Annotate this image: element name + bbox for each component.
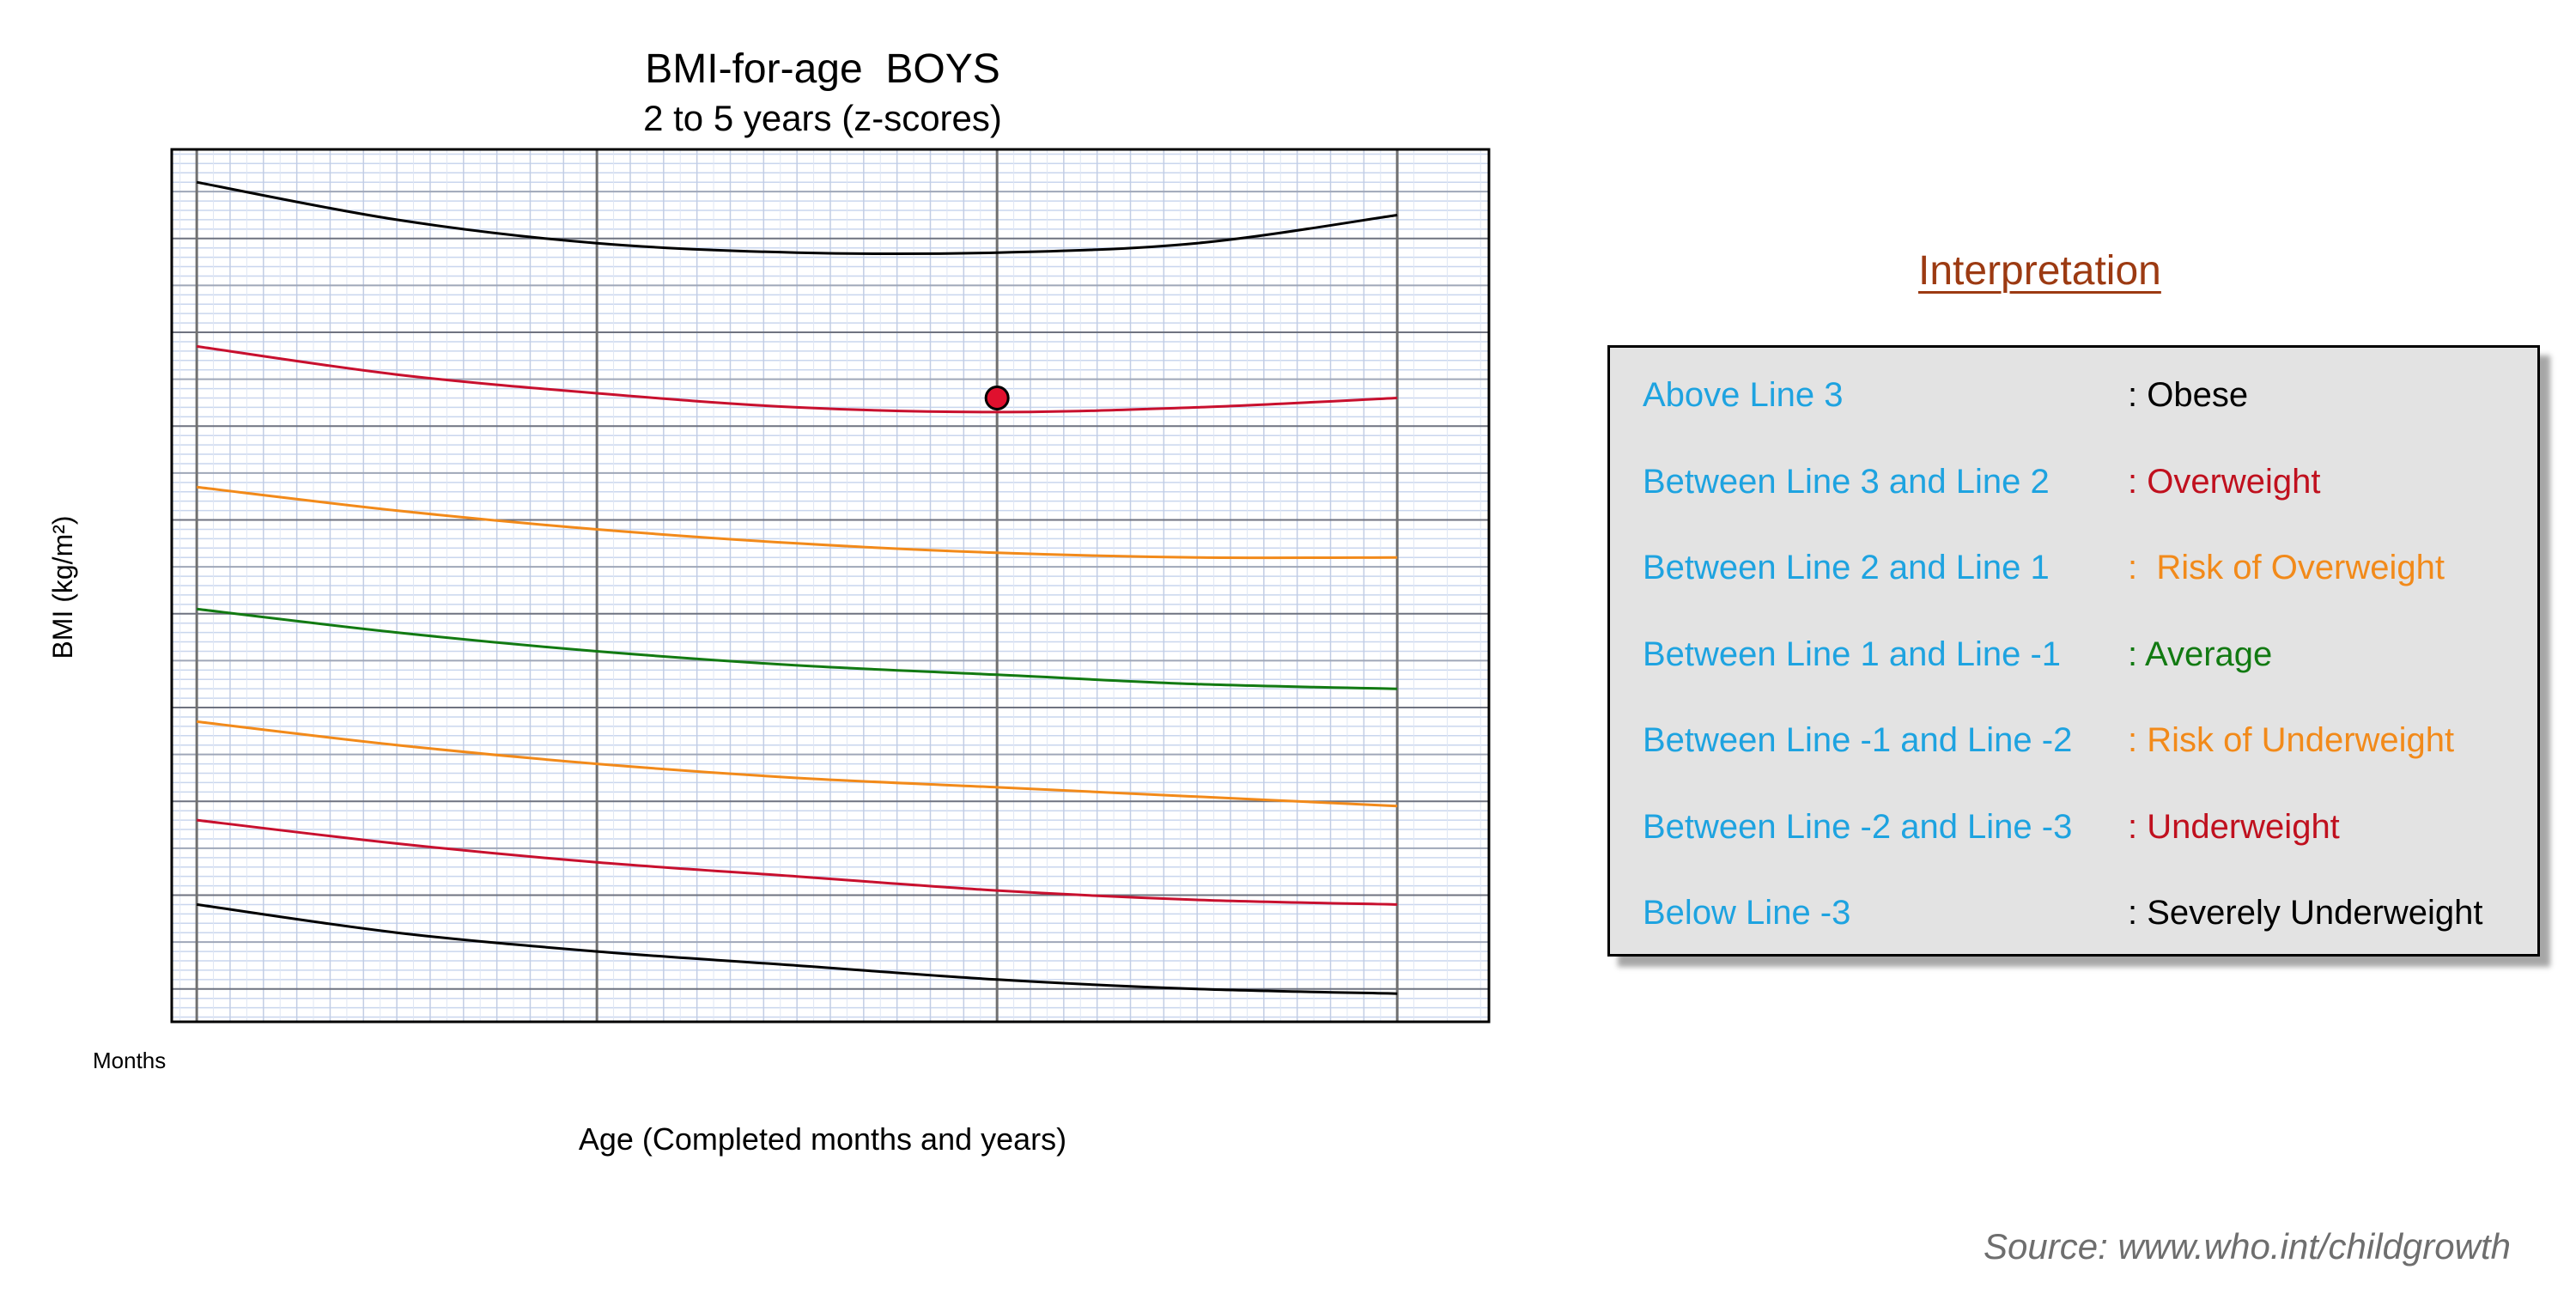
plot-frame [170, 148, 1491, 1024]
z-score-line [196, 344, 1398, 414]
child-bmi-point [984, 386, 1010, 411]
interpretation-row-label: Between Line 2 and Line 1 [1643, 549, 2050, 586]
interpretation-row-meaning: : Risk of Overweight [2128, 549, 2445, 586]
interpretation-row-meaning: : Obese [2128, 376, 2249, 414]
y-axis-label: BMI (kg/m²) [47, 515, 78, 659]
z-score-line [196, 607, 1398, 690]
interpretation-row-meaning: : Severely Underweight [2128, 894, 2483, 932]
z-score-line [196, 818, 1398, 906]
months-axis-label: Months [93, 1048, 166, 1073]
source-note: Source: www.who.int/childgrowth [1984, 1226, 2511, 1267]
chart-title: BMI-for-age BOYS [645, 46, 999, 92]
interpretation-row-label: Above Line 3 [1643, 376, 1844, 414]
z-score-line [196, 485, 1398, 560]
interpretation-row-meaning: : Risk of Underweight [2128, 721, 2455, 759]
interpretation-row-label: Below Line -3 [1643, 894, 1851, 932]
interpretation-box: Above Line 3 : Obese Between Line 3 and Li… [1607, 345, 2540, 957]
interpretation-row-meaning: : Underweight [2128, 807, 2340, 846]
x-axis-label: Age (Completed months and years) [579, 1121, 1066, 1157]
z-score-line [196, 720, 1398, 808]
z-score-line [196, 902, 1398, 995]
z-score-line [196, 180, 1398, 256]
interpretation-title: Interpretation [1918, 248, 2161, 294]
interpretation-row-label: Between Line 1 and Line -1 [1643, 635, 2062, 673]
chart-subtitle: 2 to 5 years (z-scores) [643, 98, 1002, 138]
interpretation-row-label: Between Line -1 and Line -2 [1643, 721, 2073, 759]
interpretation-row-meaning: : Average [2128, 635, 2273, 673]
interpretation-row-label: Between Line -2 and Line -3 [1643, 807, 2073, 846]
interpretation-row-meaning: : Overweight [2128, 462, 2321, 501]
chart-grid [172, 149, 1489, 1022]
chart-series [196, 180, 1398, 995]
interpretation-row-label: Between Line 3 and Line 2 [1643, 462, 2050, 501]
